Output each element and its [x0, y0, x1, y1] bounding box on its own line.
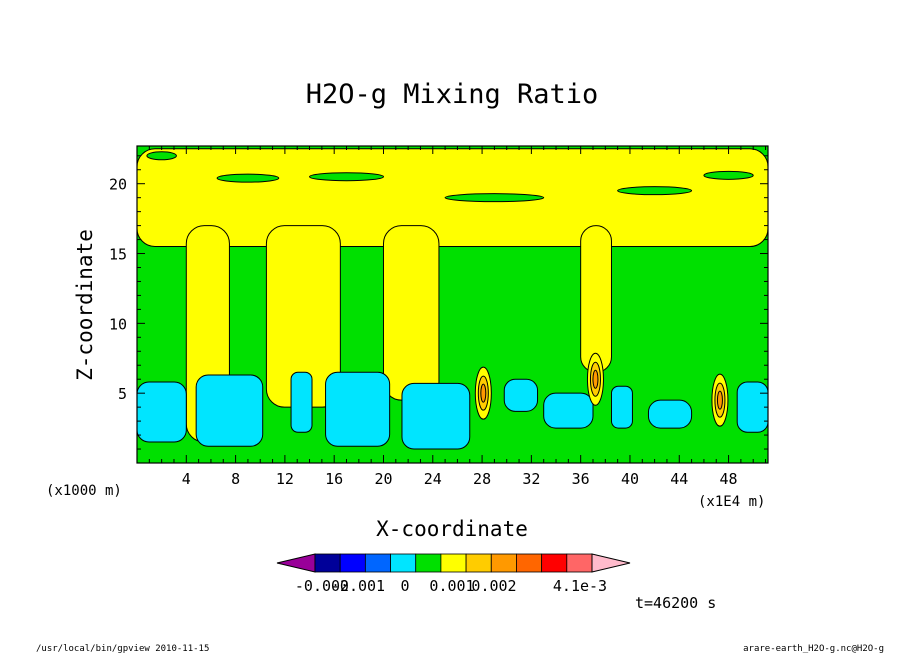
cyan-region	[195, 374, 264, 447]
chart-title: H2O-g Mixing Ratio	[306, 79, 599, 110]
colorbar-cell	[516, 553, 543, 573]
contour-fills	[137, 146, 768, 463]
colorbar-cell	[465, 553, 492, 573]
colorbar-label: -0.002	[295, 577, 349, 595]
x-tick-label: 8	[231, 470, 240, 488]
time-annotation: t=46200 s	[635, 594, 716, 612]
cyan-region	[503, 378, 539, 412]
y-tick-label: 5	[118, 385, 127, 403]
colorbar-cell	[314, 553, 341, 573]
green-wisp	[216, 173, 280, 183]
colorbar-cell	[440, 553, 467, 573]
x-axis-unit: (x1E4 m)	[698, 494, 765, 510]
y-tick-label: 20	[109, 176, 127, 194]
y-tick-label: 10	[109, 315, 127, 333]
cyan-region	[137, 381, 187, 443]
colorbar-min-arrow	[276, 553, 316, 573]
yellow-zone	[580, 225, 612, 373]
cyan-region	[736, 381, 768, 433]
footer-left: /usr/local/bin/gpview 2010-11-15	[36, 644, 209, 654]
colorbar-label: 0	[400, 577, 409, 595]
cyan-region	[647, 399, 693, 429]
green-wisp	[617, 186, 693, 196]
peak-core	[480, 383, 487, 403]
plot-frame	[136, 145, 769, 464]
y-axis-label: Z-coordinate	[73, 229, 97, 381]
peak-core	[716, 390, 723, 410]
colorbar-cell	[566, 553, 593, 573]
cyan-region	[543, 392, 594, 429]
footer-right: arare-earth_H2O-g.nc@H2O-g	[743, 644, 884, 654]
x-tick-label: 44	[670, 470, 688, 488]
x-tick-label: 40	[621, 470, 639, 488]
x-tick-label: 32	[522, 470, 540, 488]
colorbar-cell	[415, 553, 442, 573]
colorbar-cell	[541, 553, 568, 573]
cyan-region	[401, 382, 471, 450]
cyan-region	[610, 385, 633, 429]
x-tick-label: 20	[374, 470, 392, 488]
colorbar-label: -0.001	[331, 577, 385, 595]
cyan-region	[290, 371, 313, 433]
x-tick-label: 48	[720, 470, 738, 488]
green-wisp	[146, 151, 177, 161]
colorbar-cell	[390, 553, 417, 573]
colorbar-label: 0.001	[429, 577, 474, 595]
colorbar-label: 0.002	[471, 577, 516, 595]
peak-core	[592, 369, 599, 389]
green-wisp	[444, 193, 545, 203]
x-tick-label: 4	[182, 470, 191, 488]
x-tick-label: 16	[325, 470, 343, 488]
green-wisp	[309, 172, 384, 182]
cyan-region	[325, 371, 391, 447]
yellow-zone	[382, 225, 440, 401]
green-wisp	[703, 170, 754, 180]
y-tick-label: 15	[109, 246, 127, 264]
x-axis-label: X-coordinate	[376, 517, 528, 541]
x-tick-label: 24	[424, 470, 442, 488]
colorbar-max-arrow	[591, 553, 631, 573]
x-tick-label: 28	[473, 470, 491, 488]
x-tick-label: 36	[572, 470, 590, 488]
colorbar-label: 4.1e-3	[553, 577, 607, 595]
colorbar-cell	[339, 553, 366, 573]
x-tick-label: 12	[276, 470, 294, 488]
colorbar-cell	[364, 553, 391, 573]
colorbar-cell	[490, 553, 517, 573]
y-axis-unit: (x1000 m)	[46, 483, 122, 499]
